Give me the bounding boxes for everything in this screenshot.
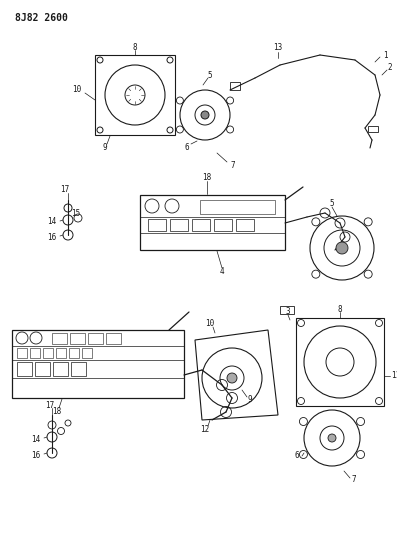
Text: 2: 2 <box>388 63 392 72</box>
Bar <box>17 348 27 358</box>
Text: 16: 16 <box>47 232 57 241</box>
Text: 6: 6 <box>185 142 189 151</box>
Text: 12: 12 <box>200 425 210 434</box>
Text: 11: 11 <box>391 372 397 381</box>
Bar <box>214 219 232 231</box>
Text: 8J82 2600: 8J82 2600 <box>15 13 68 23</box>
Text: 9: 9 <box>103 142 107 151</box>
Bar <box>53 362 68 376</box>
Text: 8: 8 <box>338 304 342 313</box>
Bar <box>192 219 210 231</box>
Bar <box>140 195 285 250</box>
Bar <box>95 55 175 135</box>
Text: 9: 9 <box>248 395 252 405</box>
Bar <box>368 126 378 132</box>
Bar <box>17 362 32 376</box>
Bar <box>69 348 79 358</box>
Text: 18: 18 <box>52 408 62 416</box>
Text: 17: 17 <box>60 185 69 195</box>
Text: 17: 17 <box>45 400 55 409</box>
Bar <box>88 333 103 344</box>
Bar <box>70 333 85 344</box>
Text: 13: 13 <box>274 44 283 52</box>
Text: 8: 8 <box>133 43 137 52</box>
Bar <box>12 330 184 398</box>
Circle shape <box>227 373 237 383</box>
Text: 7: 7 <box>352 475 357 484</box>
Text: 10: 10 <box>205 319 215 327</box>
Bar <box>236 219 254 231</box>
Bar <box>82 348 92 358</box>
Text: 7: 7 <box>231 160 235 169</box>
Bar <box>52 333 67 344</box>
Text: 15: 15 <box>71 209 81 219</box>
Bar <box>280 306 294 314</box>
Text: 5: 5 <box>330 198 334 207</box>
Bar <box>106 333 121 344</box>
Circle shape <box>328 434 336 442</box>
Circle shape <box>201 111 209 119</box>
Bar <box>71 362 86 376</box>
Text: 3: 3 <box>286 308 290 317</box>
Bar <box>148 219 166 231</box>
Text: 10: 10 <box>72 85 82 94</box>
Circle shape <box>336 242 348 254</box>
Text: 6: 6 <box>295 451 299 461</box>
Text: 14: 14 <box>47 217 57 227</box>
Text: 1: 1 <box>383 51 387 60</box>
Text: 4: 4 <box>220 268 224 277</box>
Bar <box>30 348 40 358</box>
Text: 5: 5 <box>208 70 212 79</box>
Bar <box>43 348 53 358</box>
Bar <box>56 348 66 358</box>
Bar <box>200 200 275 214</box>
Bar <box>296 318 384 406</box>
Bar <box>35 362 50 376</box>
Bar <box>230 82 240 90</box>
Text: 14: 14 <box>31 434 40 443</box>
Text: 18: 18 <box>202 173 212 182</box>
Bar <box>170 219 188 231</box>
Text: 16: 16 <box>31 450 40 459</box>
